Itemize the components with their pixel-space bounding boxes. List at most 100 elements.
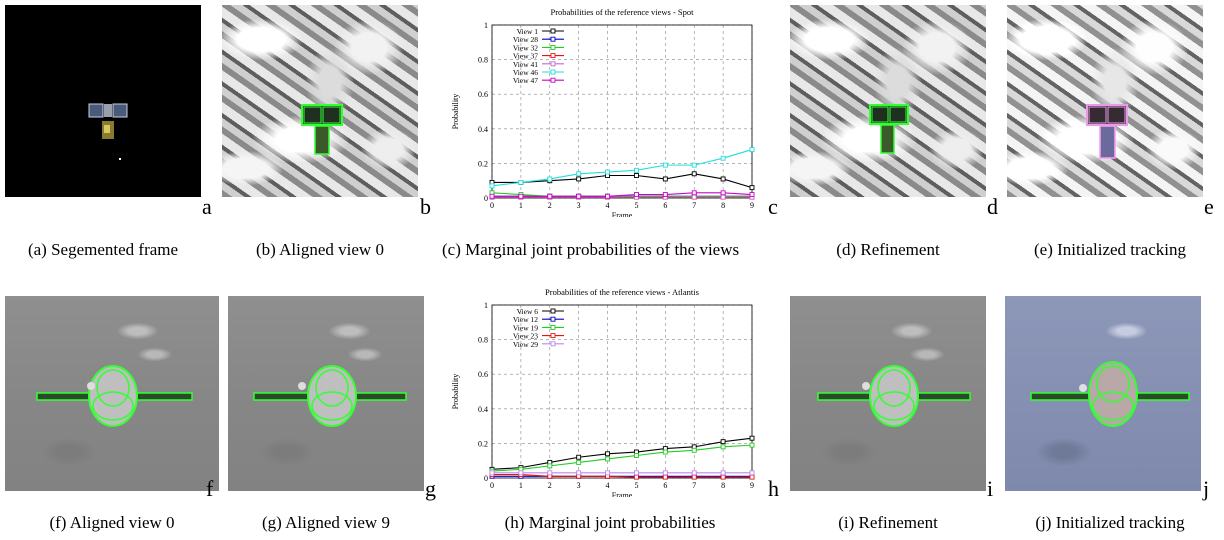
legend-entry-label: View 47 bbox=[513, 76, 538, 85]
x-tick-label: 1 bbox=[519, 201, 523, 210]
y-tick-label: 0.2 bbox=[478, 159, 488, 168]
legend-entry-label: View 1 bbox=[517, 27, 539, 36]
series-line bbox=[491, 149, 753, 187]
data-point bbox=[605, 451, 611, 457]
panel-letter-h: h bbox=[768, 476, 779, 501]
series-line bbox=[491, 192, 752, 197]
plot-frame bbox=[491, 24, 753, 199]
caption-j: (j) Initialized tracking bbox=[1035, 513, 1185, 532]
initialized-tracking-image-spot bbox=[1007, 5, 1203, 197]
data-point bbox=[691, 194, 697, 200]
spot-refined-model-overlay bbox=[869, 104, 909, 154]
legend-entry-label: View 12 bbox=[513, 315, 538, 324]
panel-letter-e: e bbox=[1204, 194, 1214, 219]
x-axis-label: Frame bbox=[612, 491, 633, 497]
data-point bbox=[518, 470, 524, 476]
x-axis-label: Frame bbox=[612, 211, 633, 217]
y-tick-label: 0.4 bbox=[478, 405, 488, 414]
data-point bbox=[518, 179, 524, 185]
caption-g: (g) Aligned view 9 bbox=[262, 513, 390, 532]
legend-swatch-marker bbox=[550, 324, 556, 330]
data-point bbox=[605, 193, 611, 199]
chart-atlantis: Probabilities of the reference views - A… bbox=[440, 283, 770, 500]
data-point bbox=[720, 176, 726, 182]
legend-entry-label: View 29 bbox=[513, 340, 538, 349]
data-point bbox=[720, 474, 726, 480]
legend-entry-label: View 46 bbox=[513, 68, 538, 77]
legend-entry-label: View 28 bbox=[513, 35, 538, 44]
x-tick-label: 2 bbox=[548, 481, 552, 490]
data-point bbox=[691, 470, 697, 476]
x-tick-label: 5 bbox=[634, 201, 638, 210]
legend-entry-label: View 41 bbox=[513, 60, 538, 69]
x-tick-label: 9 bbox=[750, 481, 754, 490]
data-point bbox=[720, 439, 726, 445]
legend-entry-label: View 23 bbox=[513, 332, 538, 341]
spot-satellite-silhouette bbox=[88, 103, 128, 160]
data-point bbox=[633, 453, 639, 458]
data-point bbox=[576, 176, 582, 182]
data-point bbox=[489, 193, 495, 199]
caption-h: (h) Marginal joint probabilities bbox=[504, 513, 716, 532]
data-point bbox=[633, 474, 639, 480]
data-point bbox=[691, 474, 697, 480]
plot-frame bbox=[491, 304, 753, 479]
atlantis-aligned-model-overlay-9 bbox=[253, 365, 407, 427]
data-point bbox=[662, 162, 668, 168]
segmented-frame-image bbox=[5, 5, 201, 197]
data-point bbox=[547, 176, 553, 182]
refinement-image-atlantis bbox=[790, 296, 986, 491]
y-tick-label: 1 bbox=[484, 301, 488, 310]
spot-tracking-model-overlay bbox=[1086, 104, 1128, 159]
data-point bbox=[749, 185, 755, 191]
x-tick-label: 9 bbox=[750, 201, 754, 210]
legend-swatch-marker bbox=[550, 44, 556, 50]
panel-letter-c: c bbox=[768, 194, 778, 219]
data-point bbox=[749, 470, 755, 476]
legend-swatch-marker bbox=[550, 36, 556, 42]
legend-swatch-marker bbox=[550, 28, 556, 34]
data-point bbox=[691, 171, 697, 177]
y-tick-label: 0.6 bbox=[478, 370, 488, 379]
caption-e: (e) Initialized tracking bbox=[1034, 240, 1186, 259]
data-point bbox=[662, 449, 668, 455]
chart-title: Probabilities of the reference views - S… bbox=[550, 7, 694, 17]
panel-letter-a: a bbox=[202, 194, 212, 219]
y-tick-label: 0 bbox=[484, 194, 488, 203]
x-tick-label: 3 bbox=[577, 481, 581, 490]
caption-a: (a) Segemented frame bbox=[27, 240, 179, 259]
data-point bbox=[720, 155, 726, 161]
data-point bbox=[605, 169, 611, 175]
x-tick-label: 7 bbox=[692, 481, 696, 490]
y-tick-label: 0.6 bbox=[478, 90, 488, 99]
data-point bbox=[691, 162, 697, 168]
y-axis-label: Probability bbox=[451, 94, 460, 130]
panel-letter-d: d bbox=[987, 194, 998, 219]
x-tick-label: 0 bbox=[490, 481, 494, 490]
refinement-image-spot bbox=[790, 5, 986, 197]
panel-letter-i: i bbox=[987, 476, 994, 501]
data-point bbox=[720, 470, 726, 476]
data-point bbox=[633, 192, 639, 197]
data-point bbox=[662, 192, 668, 197]
y-tick-label: 1 bbox=[484, 21, 488, 30]
aligned-view-0-image bbox=[222, 5, 418, 197]
chart-atlantis-svg: Probabilities of the reference views - A… bbox=[451, 287, 755, 500]
legend-swatch-marker bbox=[550, 77, 556, 83]
data-point bbox=[518, 193, 524, 199]
x-tick-label: 8 bbox=[721, 481, 725, 490]
data-point bbox=[489, 183, 495, 189]
data-point bbox=[662, 176, 668, 182]
data-point bbox=[547, 193, 553, 199]
panel-letter-b: b bbox=[420, 194, 431, 219]
data-point bbox=[576, 459, 582, 465]
data-point bbox=[662, 470, 668, 476]
y-axis-label: Probability bbox=[451, 374, 460, 410]
data-point bbox=[749, 192, 755, 197]
legend-swatch-marker bbox=[550, 316, 556, 322]
data-point bbox=[691, 447, 697, 453]
data-point bbox=[749, 435, 755, 441]
atlantis-tracking-model-overlay bbox=[1030, 361, 1190, 427]
data-point bbox=[576, 470, 582, 476]
y-tick-label: 0 bbox=[484, 474, 488, 483]
